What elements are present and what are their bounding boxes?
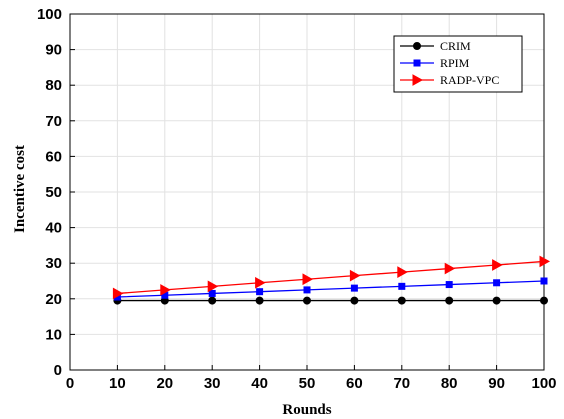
data-point — [492, 296, 501, 305]
legend-entry: RPIM — [400, 56, 470, 70]
y-tick-label: 60 — [45, 148, 62, 165]
y-axis-title: Incentive cost — [12, 145, 28, 233]
data-point — [412, 74, 424, 86]
ticks: 0 10 20 30 40 50 60 70 80 90 100 0 10 20 30 40 50 60 70 80 9… — [37, 6, 557, 392]
y-tick-label: 20 — [45, 291, 62, 308]
y-tick-label: 40 — [45, 220, 62, 237]
legend-items: CRIM RPIM RADP-VPC — [400, 39, 499, 87]
data-point — [413, 59, 421, 67]
x-tick-label: 60 — [346, 375, 363, 392]
data-point — [539, 255, 551, 268]
x-tick-label: 20 — [156, 375, 173, 392]
data-point — [302, 273, 314, 286]
y-tick-label: 80 — [45, 77, 62, 94]
grid — [70, 14, 544, 370]
x-axis-title: Rounds — [282, 402, 331, 418]
x-tick-label: 40 — [251, 375, 268, 392]
series-radp-vpc — [112, 255, 551, 300]
y-tick-label: 90 — [45, 42, 62, 59]
legend: CRIM RPIM RADP-VPC — [393, 35, 523, 93]
data-point — [255, 296, 264, 305]
x-tick-label: 10 — [109, 375, 126, 392]
series-crim — [113, 296, 548, 305]
data-point — [349, 269, 361, 282]
x-tick-label: 90 — [488, 375, 505, 392]
y-tick-label: 70 — [45, 113, 62, 130]
data-point — [398, 282, 406, 290]
series-rpim — [113, 277, 548, 301]
data-point — [160, 284, 171, 296]
y-tick-label: 0 — [54, 362, 62, 379]
x-tick-label: 0 — [66, 375, 74, 392]
data-point — [445, 296, 454, 305]
data-point — [208, 289, 216, 297]
data-point — [397, 266, 408, 278]
data-point — [255, 276, 266, 289]
x-tick-label: 30 — [204, 375, 221, 392]
data-point — [112, 287, 124, 300]
series-line — [117, 260, 545, 295]
y-tick-label: 100 — [37, 6, 62, 23]
x-tick-label: 100 — [531, 375, 556, 392]
series — [112, 255, 551, 305]
x-tick-label: 80 — [441, 375, 458, 392]
data-point — [493, 279, 501, 287]
x-tick-label: 70 — [393, 375, 410, 392]
legend-label: CRIM — [440, 39, 471, 53]
data-point — [350, 296, 359, 305]
data-point — [256, 288, 264, 296]
data-point — [413, 42, 421, 50]
x-tick-label: 50 — [299, 375, 316, 392]
legend-label: RADP-VPC — [440, 73, 499, 87]
data-point — [540, 277, 548, 285]
legend-entry: RADP-VPC — [400, 73, 499, 87]
legend-label: RPIM — [440, 56, 470, 70]
legend-entry: CRIM — [400, 39, 471, 53]
data-point — [303, 296, 311, 305]
data-point — [208, 296, 217, 305]
data-point — [444, 262, 456, 275]
data-point — [397, 296, 406, 305]
y-tick-label: 30 — [45, 255, 62, 272]
data-point — [492, 259, 503, 271]
y-tick-label: 10 — [45, 326, 62, 343]
y-tick-label: 50 — [45, 184, 62, 201]
data-point — [303, 286, 311, 294]
series-line — [117, 280, 545, 298]
data-point — [540, 296, 548, 305]
data-point — [207, 280, 219, 293]
data-point — [350, 284, 358, 292]
data-point — [445, 281, 453, 289]
